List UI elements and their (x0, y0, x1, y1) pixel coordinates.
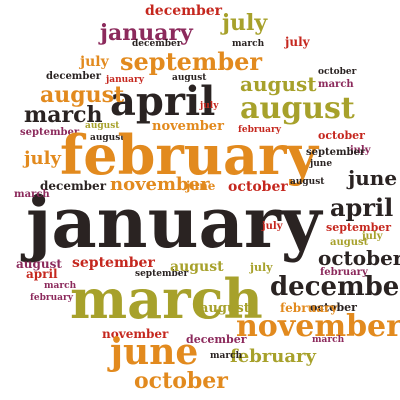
word-april-right: april (330, 196, 393, 220)
word-july-mid-tiny: july (262, 222, 283, 232)
word-july-small: july (285, 36, 310, 48)
word-july-tiny: july (200, 102, 218, 111)
word-june-tiny: june (310, 160, 332, 169)
word-july-top: july (222, 12, 267, 34)
word-october-right: october (318, 130, 365, 141)
word-march-right: march (318, 80, 354, 90)
word-march-far-left: march (14, 190, 50, 200)
word-march-tiny-bottom: march (210, 352, 242, 361)
word-december-top: december (145, 4, 222, 18)
word-july-left: july (80, 55, 109, 69)
word-october-right-large: october (318, 248, 400, 268)
word-march-large: march (70, 272, 263, 326)
word-december-left: december (46, 72, 101, 82)
word-june-right: june (348, 168, 397, 188)
word-september-tiny: september (306, 148, 365, 158)
word-december-lower-tiny: december (186, 334, 247, 345)
word-september-top: september (120, 50, 262, 74)
word-april-lower: april (26, 268, 58, 280)
word-december-lower-large: december (270, 274, 400, 300)
word-march-right-bottom: march (312, 336, 344, 345)
word-july-right-tiny: july (362, 232, 383, 242)
word-july-orange-left: july (24, 150, 61, 168)
word-october-bottom: october (134, 370, 228, 392)
word-february-tiny-left: february (30, 294, 73, 303)
word-february-lower: february (230, 348, 316, 366)
word-august-large: august (240, 94, 355, 124)
word-october-small: october (318, 68, 356, 77)
